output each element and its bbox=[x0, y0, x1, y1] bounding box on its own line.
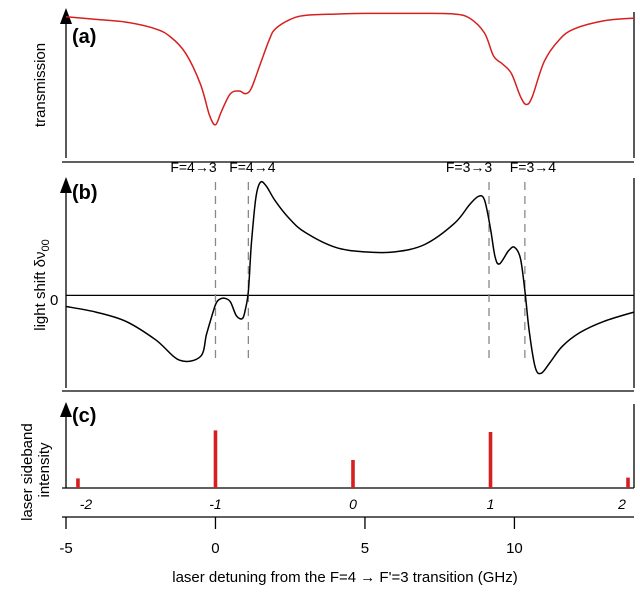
panel-c-ylabel: laser sideband intensity bbox=[19, 419, 53, 521]
x-tick-label: 0 bbox=[211, 540, 219, 557]
panel-b-zero-label: 0 bbox=[50, 292, 58, 309]
sideband-bar bbox=[626, 477, 630, 488]
sideband-labels: -2 -1 0 1 2 bbox=[80, 496, 626, 512]
transition-annotations: F=4→3 F=4→4 F=3→3 F=3→4 bbox=[170, 159, 556, 360]
panel-c-label: (c) bbox=[72, 405, 96, 427]
x-axis-title: laser detuning from the F=4 → F'=3 trans… bbox=[172, 569, 518, 586]
panel-c-arrow-icon bbox=[60, 402, 72, 417]
transition-label: F=3→3 bbox=[446, 159, 493, 175]
panel-a: (a) transmission bbox=[32, 8, 635, 158]
panel-a-arrow-icon bbox=[60, 8, 72, 24]
sideband-order-label: 2 bbox=[617, 496, 626, 512]
sideband-order-label: -1 bbox=[209, 496, 221, 512]
sideband-order-label: 1 bbox=[487, 496, 495, 512]
transition-label: F=3→4 bbox=[510, 159, 557, 175]
x-ticks: -5 0 5 10 bbox=[59, 517, 523, 557]
panel-c: (c) laser sideband intensity -2 -1 0 1 2 bbox=[19, 402, 635, 521]
x-tick-label: -5 bbox=[59, 540, 72, 557]
x-tick-label: 5 bbox=[361, 540, 369, 557]
sideband-bar bbox=[213, 430, 218, 488]
x-tick-label: 10 bbox=[506, 540, 523, 557]
sideband-bars bbox=[76, 430, 630, 488]
panel-a-label: (a) bbox=[72, 26, 96, 48]
panel-b-ylabel-sub: 00 bbox=[40, 239, 52, 251]
sideband-order-label: -2 bbox=[80, 496, 93, 512]
transition-label: F=4→4 bbox=[229, 159, 276, 175]
panel-b-ylabel-text: light shift δν bbox=[32, 252, 49, 331]
panel-b-label: (b) bbox=[72, 182, 98, 204]
transmission-curve bbox=[65, 12, 635, 126]
panel-b-arrow-icon bbox=[60, 177, 72, 193]
panel-a-ylabel: transmission bbox=[32, 43, 49, 127]
sideband-bar bbox=[351, 460, 355, 488]
panel-b: (b) light shift δν00 0 F=4→3 F=4→4 F=3→3 F=… bbox=[32, 159, 635, 388]
light-shift-curve bbox=[65, 180, 635, 375]
panel-c-ylabel-line2: intensity bbox=[36, 442, 53, 498]
panel-c-ylabel-line1: laser sideband bbox=[19, 423, 36, 521]
panel-b-ylabel: light shift δν00 bbox=[32, 239, 52, 330]
sideband-bar bbox=[76, 478, 80, 488]
sideband-bar bbox=[488, 432, 493, 488]
transition-label: F=4→3 bbox=[170, 159, 217, 175]
sideband-order-label: 0 bbox=[349, 496, 357, 512]
x-axis: -5 0 5 10 laser detuning from the F=4 → F'=… bbox=[59, 516, 634, 586]
